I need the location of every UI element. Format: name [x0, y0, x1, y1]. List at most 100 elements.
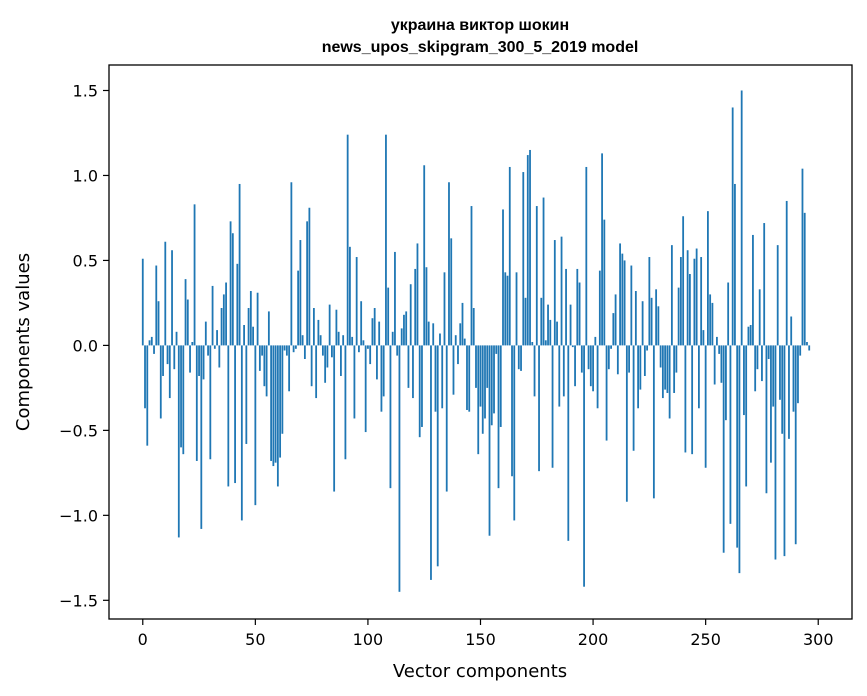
bar-189: [567, 345, 570, 541]
bar-145: [468, 345, 471, 412]
bar-237: [675, 345, 678, 373]
bar-196: [583, 345, 585, 587]
bar-90: [344, 345, 347, 460]
bar-240: [682, 216, 685, 346]
bar-251: [707, 211, 709, 346]
bar-273: [756, 345, 759, 370]
bar-249: [702, 330, 705, 346]
bar-66: [290, 182, 293, 346]
y-tick-label: −1.5: [59, 591, 98, 610]
bar-265: [738, 345, 741, 574]
bar-131: [436, 345, 439, 567]
plot-frame: [108, 64, 853, 620]
bar-180: [547, 304, 549, 346]
bar-41: [234, 345, 236, 484]
bar-78: [317, 319, 320, 346]
bar-136: [448, 182, 450, 346]
bar-232: [664, 345, 667, 390]
bar-25: [198, 345, 200, 376]
bar-187: [562, 345, 565, 397]
chart-title-line-1: украина виктор шокин: [391, 17, 569, 34]
bar-219: [634, 291, 637, 346]
bar-221: [639, 345, 642, 390]
bar-147: [472, 308, 475, 346]
bar-124: [421, 345, 423, 427]
bar-157: [495, 345, 498, 354]
bar-202: [596, 345, 599, 409]
bar-79: [319, 335, 322, 346]
bar-234: [668, 345, 671, 419]
bar-287: [788, 345, 790, 439]
bar-110: [389, 345, 392, 489]
bar-34: [218, 345, 221, 368]
bar-275: [761, 345, 763, 382]
bar-228: [655, 289, 658, 346]
bar-10: [164, 241, 167, 346]
bar-69: [297, 270, 300, 346]
bar-117: [405, 311, 408, 346]
bar-159: [499, 345, 502, 427]
bar-80: [321, 345, 324, 356]
bar-129: [432, 323, 435, 346]
bar-101: [369, 345, 372, 365]
bar-67: [292, 345, 295, 353]
bar-54: [263, 345, 266, 387]
bar-99: [364, 345, 367, 433]
bar-152: [484, 345, 486, 419]
bar-150: [479, 345, 482, 407]
bar-22: [191, 342, 194, 346]
bar-27: [202, 345, 205, 380]
y-tick-label: 1.0: [73, 166, 98, 185]
bar-260: [727, 282, 730, 346]
bar-26: [200, 345, 203, 529]
bar-68: [294, 345, 297, 349]
bar-277: [765, 345, 768, 494]
bar-91: [346, 134, 349, 346]
bar-248: [700, 257, 703, 346]
bar-215: [625, 345, 628, 502]
bar-46: [245, 345, 248, 444]
bar-97: [360, 301, 363, 346]
bar-262: [731, 107, 734, 346]
bar-31: [211, 285, 214, 346]
bar-225: [648, 257, 651, 346]
bar-43: [238, 183, 241, 346]
bar-86: [335, 309, 338, 346]
bar-85: [333, 345, 336, 492]
bar-114: [398, 345, 401, 592]
bar-208: [610, 345, 612, 349]
bar-32: [213, 345, 216, 349]
x-tick-label: 50: [245, 630, 265, 649]
bar-49: [252, 326, 254, 346]
bar-109: [387, 287, 390, 346]
bar-204: [601, 153, 603, 346]
bar-236: [673, 345, 676, 393]
bar-71: [301, 335, 304, 346]
bar-30: [209, 345, 212, 460]
bar-263: [734, 183, 736, 346]
bar-130: [434, 345, 437, 412]
bar-176: [538, 345, 540, 472]
bar-259: [725, 345, 727, 421]
bar-134: [443, 272, 446, 346]
bar-125: [423, 165, 426, 346]
bar-149: [477, 345, 480, 455]
bar-4: [150, 336, 153, 346]
y-axis-title: Components values: [13, 253, 34, 431]
bar-268: [745, 345, 748, 487]
bar-216: [628, 345, 630, 373]
bar-126: [425, 267, 428, 346]
bar-182: [551, 345, 554, 468]
bar-128: [430, 345, 432, 580]
bar-207: [607, 345, 610, 370]
bar-1: [144, 345, 146, 409]
bar-115: [400, 328, 403, 346]
bar-112: [394, 251, 396, 346]
bar-57: [270, 345, 273, 461]
bar-284: [781, 345, 784, 434]
bar-106: [380, 345, 383, 412]
bar-200: [592, 345, 594, 392]
bar-16: [177, 345, 180, 538]
bar-18: [182, 345, 185, 455]
